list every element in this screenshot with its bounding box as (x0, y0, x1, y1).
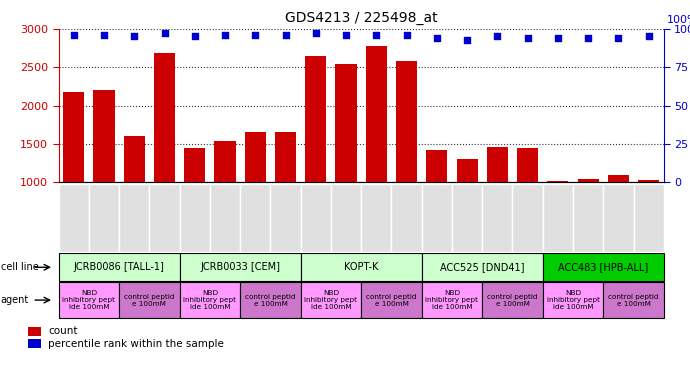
Bar (301, 282, 362, 318)
Bar (179, 282, 240, 318)
Bar (215, 141, 236, 182)
Bar (426, 150, 447, 182)
Point (553, 35, 564, 41)
Bar (638, 180, 659, 182)
Text: control peptid
e 100mM: control peptid e 100mM (245, 294, 296, 306)
Bar (28, 327, 41, 336)
Bar (59, 184, 89, 252)
Point (159, 30, 170, 36)
Point (310, 30, 322, 36)
Text: control peptid
e 100mM: control peptid e 100mM (366, 294, 417, 306)
Point (401, 32, 412, 38)
Bar (608, 175, 629, 182)
Point (99, 32, 110, 38)
Bar (603, 282, 664, 318)
Bar (633, 184, 664, 252)
Bar (486, 147, 508, 182)
Bar (482, 184, 513, 252)
Bar (335, 64, 357, 182)
Point (189, 33, 200, 40)
Point (219, 32, 230, 38)
Bar (245, 132, 266, 182)
Bar (482, 282, 543, 318)
Bar (543, 253, 664, 281)
Bar (119, 184, 150, 252)
Bar (578, 179, 599, 182)
Text: control peptid
e 100mM: control peptid e 100mM (124, 294, 175, 306)
Bar (513, 184, 543, 252)
Text: NBD
inhibitory pept
ide 100mM: NBD inhibitory pept ide 100mM (546, 290, 600, 310)
Text: NBD
inhibitory pept
ide 100mM: NBD inhibitory pept ide 100mM (304, 290, 357, 310)
Bar (422, 184, 452, 252)
Point (250, 32, 261, 38)
Point (371, 32, 382, 38)
Bar (59, 253, 179, 281)
Bar (452, 184, 482, 252)
Bar (391, 184, 422, 252)
Text: count: count (48, 326, 78, 336)
Bar (422, 282, 482, 318)
Bar (517, 148, 538, 182)
Point (522, 35, 533, 41)
Bar (150, 184, 179, 252)
Text: NBD
inhibitory pept
ide 100mM: NBD inhibitory pept ide 100mM (184, 290, 237, 310)
Bar (422, 253, 543, 281)
Point (68, 32, 79, 38)
Bar (124, 136, 145, 182)
Bar (63, 92, 84, 182)
Point (492, 33, 503, 40)
Bar (362, 282, 422, 318)
Bar (603, 184, 633, 252)
Bar (366, 46, 387, 182)
Bar (154, 53, 175, 182)
Bar (543, 184, 573, 252)
Text: control peptid
e 100mM: control peptid e 100mM (609, 294, 659, 306)
Bar (547, 181, 569, 182)
Text: agent: agent (1, 295, 29, 305)
Bar (184, 148, 206, 182)
Bar (543, 282, 603, 318)
Bar (59, 282, 119, 318)
Bar (301, 253, 422, 281)
Point (431, 35, 442, 41)
Text: NBD
inhibitory pept
ide 100mM: NBD inhibitory pept ide 100mM (62, 290, 115, 310)
Bar (93, 90, 115, 182)
Bar (301, 184, 331, 252)
Bar (573, 184, 603, 252)
Text: ACC525 [DND41]: ACC525 [DND41] (440, 262, 524, 272)
Point (129, 33, 140, 40)
Bar (331, 184, 362, 252)
Bar (396, 61, 417, 182)
Bar (240, 282, 301, 318)
Bar (179, 184, 210, 252)
Point (462, 36, 473, 43)
Bar (362, 184, 391, 252)
Bar (275, 132, 296, 182)
Bar (179, 253, 301, 281)
Bar (210, 184, 240, 252)
Text: KOPT-K: KOPT-K (344, 262, 378, 272)
Point (613, 35, 624, 41)
Text: 100%: 100% (667, 15, 690, 25)
Text: cell line: cell line (1, 262, 39, 272)
Text: control peptid
e 100mM: control peptid e 100mM (487, 294, 538, 306)
Bar (28, 339, 41, 348)
Text: JCRB0033 [CEM]: JCRB0033 [CEM] (200, 262, 280, 272)
Bar (240, 184, 270, 252)
Bar (270, 184, 301, 252)
Text: JCRB0086 [TALL-1]: JCRB0086 [TALL-1] (74, 262, 165, 272)
Title: GDS4213 / 225498_at: GDS4213 / 225498_at (285, 11, 437, 25)
Point (280, 32, 291, 38)
Bar (457, 159, 477, 182)
Bar (305, 56, 326, 182)
Bar (119, 282, 179, 318)
Point (582, 35, 593, 41)
Text: ACC483 [HPB-ALL]: ACC483 [HPB-ALL] (558, 262, 649, 272)
Point (643, 33, 654, 40)
Bar (89, 184, 119, 252)
Text: NBD
inhibitory pept
ide 100mM: NBD inhibitory pept ide 100mM (426, 290, 478, 310)
Text: percentile rank within the sample: percentile rank within the sample (48, 339, 224, 349)
Point (341, 32, 352, 38)
